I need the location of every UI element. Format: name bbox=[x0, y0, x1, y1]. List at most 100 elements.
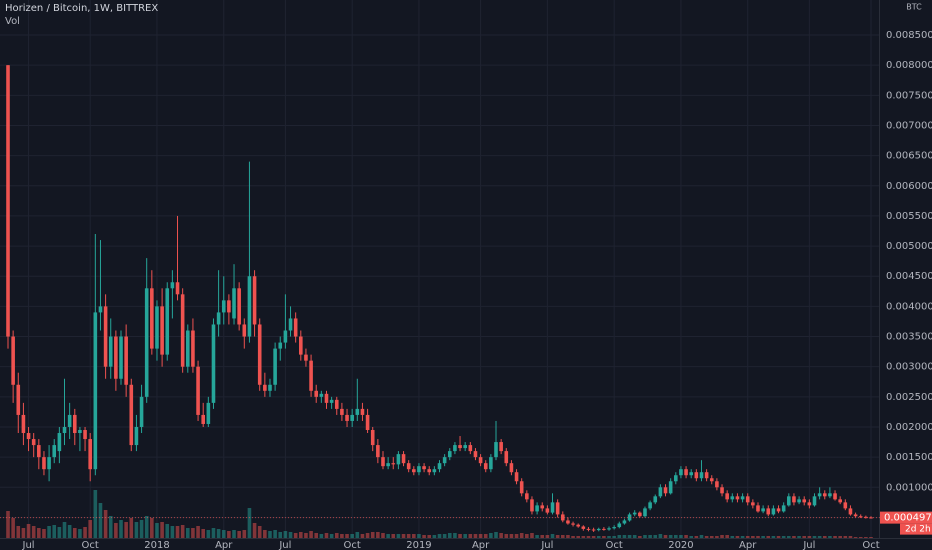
volume-bar bbox=[37, 528, 41, 538]
volume-bar bbox=[586, 536, 591, 538]
volume-bar bbox=[268, 531, 272, 538]
x-tick-label: Apr bbox=[472, 540, 490, 550]
volume-bar bbox=[458, 534, 462, 538]
volume-bar bbox=[150, 518, 154, 538]
volume-bar bbox=[540, 535, 545, 538]
candle-body bbox=[185, 330, 190, 367]
candle-body bbox=[278, 342, 283, 349]
y-tick-label: 0.00250000 bbox=[886, 392, 932, 403]
volume-bar bbox=[355, 532, 360, 538]
candle-body bbox=[129, 384, 134, 446]
candle-body bbox=[273, 348, 277, 385]
volume-bar bbox=[555, 535, 560, 538]
volume-bar bbox=[26, 524, 31, 538]
y-tick-label: 0.00150000 bbox=[886, 452, 932, 463]
volume-bar bbox=[334, 533, 339, 538]
volume-bar bbox=[519, 533, 524, 538]
candle-body bbox=[216, 312, 221, 325]
candle-body bbox=[828, 493, 832, 497]
candle-body bbox=[632, 512, 637, 515]
candle-body bbox=[787, 496, 791, 506]
y-tick-label: 0.00450000 bbox=[886, 271, 932, 282]
volume-bar bbox=[139, 520, 144, 538]
candle-body bbox=[381, 457, 385, 467]
candle-body bbox=[627, 514, 632, 521]
candle-body bbox=[478, 457, 483, 464]
volume-bar bbox=[648, 535, 652, 538]
candle-body bbox=[72, 414, 77, 434]
volume-bar bbox=[42, 529, 46, 538]
candle-body bbox=[489, 457, 493, 470]
candle-body bbox=[555, 502, 560, 515]
volume-bar bbox=[494, 532, 498, 538]
volume-bar bbox=[319, 534, 324, 538]
candle-body bbox=[807, 502, 812, 506]
volume-bar bbox=[365, 533, 370, 538]
volume-bar bbox=[47, 526, 51, 538]
volume-bar bbox=[483, 534, 488, 538]
x-tick-label: Oct bbox=[606, 540, 623, 550]
volume-bar bbox=[740, 536, 745, 538]
candle-body bbox=[201, 414, 206, 424]
candle-body bbox=[88, 439, 92, 470]
volume-bar bbox=[155, 523, 159, 538]
candle-body bbox=[206, 402, 211, 424]
volume-bar bbox=[673, 535, 678, 538]
candle-body bbox=[596, 528, 601, 531]
candle-body bbox=[745, 496, 750, 503]
candle-body bbox=[453, 445, 457, 452]
volume-bar bbox=[761, 536, 765, 538]
candle-body bbox=[355, 408, 360, 415]
volume-bar bbox=[201, 529, 206, 538]
volume-bar bbox=[370, 532, 375, 538]
candle-body bbox=[499, 442, 503, 452]
candle-body bbox=[751, 502, 755, 506]
x-tick-label: Apr bbox=[739, 540, 757, 550]
y-tick-label: 0.00650000 bbox=[886, 151, 932, 162]
volume-bar bbox=[437, 534, 442, 538]
volume-bar bbox=[812, 536, 817, 538]
candle-body bbox=[67, 414, 72, 427]
candle-body bbox=[530, 499, 534, 512]
volume-bar bbox=[858, 537, 863, 538]
candle-body bbox=[658, 487, 663, 497]
candle-body bbox=[843, 502, 848, 509]
candle-body bbox=[6, 65, 10, 337]
volume-bar bbox=[422, 535, 426, 538]
volume-bar bbox=[427, 535, 432, 538]
candle-body bbox=[571, 523, 575, 525]
candle-body bbox=[725, 493, 729, 500]
x-tick-label: 2018 bbox=[144, 540, 169, 550]
candle-body bbox=[31, 439, 36, 446]
volume-bar bbox=[252, 523, 257, 538]
volume-bar bbox=[668, 535, 673, 538]
volume-bar bbox=[78, 529, 82, 538]
candle-body bbox=[263, 384, 267, 391]
volume-bar bbox=[299, 532, 303, 538]
candle-body bbox=[93, 312, 98, 470]
candle-body bbox=[422, 466, 426, 470]
candle-body bbox=[417, 466, 421, 473]
volume-bar bbox=[617, 535, 622, 538]
volume-bar bbox=[699, 535, 704, 538]
candle-body bbox=[324, 393, 329, 403]
candle-body bbox=[175, 282, 180, 295]
volume-bar bbox=[442, 534, 447, 538]
candle-body bbox=[124, 336, 128, 385]
volume-bar bbox=[566, 535, 570, 538]
candle-body bbox=[612, 527, 616, 529]
candle-body bbox=[869, 517, 873, 519]
candle-body bbox=[78, 430, 82, 434]
x-tick-label: 2019 bbox=[406, 540, 431, 550]
candle-body bbox=[576, 524, 580, 527]
countdown-tag bbox=[900, 523, 932, 535]
candle-body bbox=[370, 430, 375, 446]
volume-bar bbox=[828, 536, 832, 538]
volume-bar bbox=[211, 528, 216, 538]
candle-body bbox=[340, 408, 344, 415]
candle-body bbox=[432, 469, 437, 473]
volume-bar bbox=[257, 526, 262, 538]
volume-bar bbox=[489, 533, 493, 538]
candle-body bbox=[607, 528, 611, 530]
